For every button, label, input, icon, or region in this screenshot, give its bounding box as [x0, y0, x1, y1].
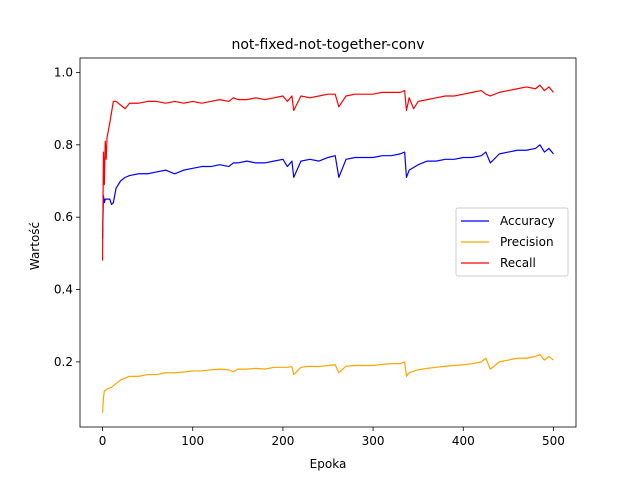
x-axis-label: Epoka	[310, 457, 347, 471]
x-tick-label: 300	[362, 434, 385, 448]
y-tick-label: 0.8	[54, 138, 73, 152]
y-tick-label: 0.4	[54, 283, 73, 297]
y-tick-label: 0.2	[54, 355, 73, 369]
x-tick-label: 100	[181, 434, 204, 448]
chart-title: not-fixed-not-together-conv	[231, 37, 424, 53]
axes-frame	[79, 57, 577, 428]
legend-box	[455, 207, 569, 277]
x-tick-label: 500	[542, 434, 565, 448]
legend-label-recall: Recall	[500, 256, 536, 270]
y-tick-label: 1.0	[54, 65, 73, 79]
series-line-recall	[101, 84, 554, 261]
x-tick-label: 0	[99, 434, 107, 448]
x-tick-label: 200	[271, 434, 294, 448]
y-axis-label: Wartość	[28, 222, 42, 270]
legend-label-accuracy: Accuracy	[500, 214, 555, 228]
x-tick-label: 400	[452, 434, 475, 448]
series-line-precision	[101, 354, 554, 413]
y-tick-label: 0.6	[54, 210, 73, 224]
series-line-accuracy	[101, 144, 554, 239]
plot-area: 0 100 200 300 400 500 0.2 0.4 0.6 0.8 1.0	[54, 57, 577, 448]
legend-label-precision: Precision	[500, 235, 554, 249]
legend: Accuracy Precision Recall	[455, 207, 569, 277]
